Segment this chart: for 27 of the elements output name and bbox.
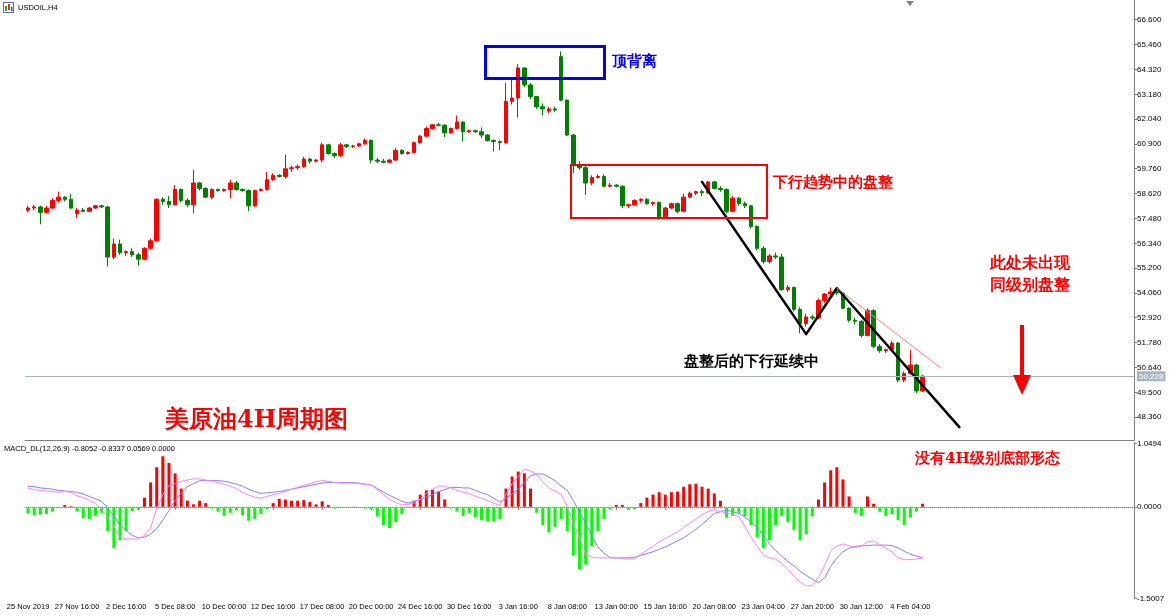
- annotation: 美原油4H周期图: [164, 403, 349, 433]
- y-tick-label: 64.320: [1137, 64, 1163, 74]
- y-tick-label: 48.360: [1137, 412, 1163, 422]
- y-tick-label: 1.0494: [1137, 438, 1163, 448]
- y-tick-label: 62.040: [1137, 114, 1163, 124]
- y-tick-label: 50.640: [1137, 362, 1163, 372]
- annotation: 顶背离: [611, 52, 657, 70]
- y-tick-label: 55.200: [1137, 263, 1163, 273]
- y-tick-label: 65.460: [1137, 39, 1163, 49]
- y-tick-label: -1.5007: [1137, 593, 1165, 603]
- y-tick-label: 58.620: [1137, 188, 1163, 198]
- annotation: 此处未出现同级别盘整: [989, 252, 1071, 294]
- y-tick-label: 57.480: [1137, 213, 1163, 223]
- y-tick-label: 51.780: [1137, 337, 1163, 347]
- annotation: 下行趋势中的盘整: [772, 173, 893, 191]
- y-tick-label: 0.0000: [1137, 502, 1163, 512]
- y-tick-label: 59.760: [1137, 164, 1163, 174]
- y-tick-label: 66.600: [1137, 15, 1163, 25]
- y-tick-label: 49.500: [1137, 387, 1163, 397]
- annotation: 没有4H级别底部形态: [914, 449, 1060, 467]
- annotation: 盘整后的下行延续中: [683, 352, 819, 370]
- y-tick-label: 56.340: [1137, 238, 1163, 248]
- ref-line-label: 50.228: [1139, 371, 1165, 381]
- y-tick-label: 60.900: [1137, 139, 1163, 149]
- y-tick-label: 63.180: [1137, 89, 1163, 99]
- y-tick-label: 54.060: [1137, 288, 1163, 298]
- y-tick-label: 52.920: [1137, 313, 1163, 323]
